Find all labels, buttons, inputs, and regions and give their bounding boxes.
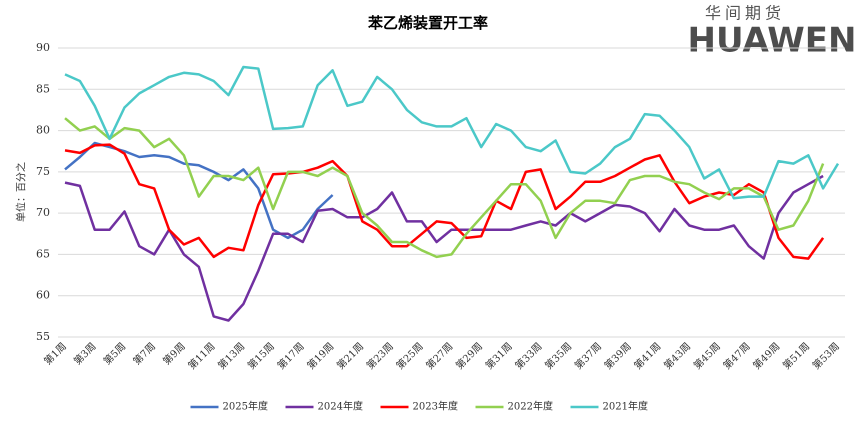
x-tick-label: 第31周 (483, 340, 515, 372)
series-line (64, 65, 840, 200)
x-tick-label: 第19周 (304, 340, 336, 372)
y-tick-label: 80 (36, 124, 50, 137)
y-tick-label: 75 (36, 165, 50, 178)
x-tick-label: 第3周 (71, 340, 99, 368)
legend-label: 2021年度 (603, 400, 648, 413)
x-tick-label: 第9周 (160, 340, 188, 368)
x-tick-label: 第51周 (780, 340, 812, 372)
x-tick-label: 第37周 (572, 340, 604, 372)
legend-label: 2022年度 (508, 400, 553, 413)
y-tick-label: 60 (36, 289, 50, 302)
series-line (64, 141, 334, 240)
series-line (64, 143, 825, 260)
logo-en: HUAWEN (688, 21, 855, 61)
x-tick-label: 第33周 (512, 340, 544, 372)
x-tick-label: 第21周 (334, 340, 366, 372)
x-tick-label: 第53周 (810, 340, 842, 372)
y-axis-label: 单位：百分之 (15, 162, 28, 222)
x-tick-label: 第39周 (601, 340, 633, 372)
x-tick-label: 第45周 (691, 340, 723, 372)
x-tick-label: 第13周 (215, 340, 247, 372)
series-line (64, 174, 824, 322)
x-tick-label: 第27周 (423, 340, 455, 372)
x-tick-label: 第17周 (274, 340, 306, 372)
y-tick-label: 55 (36, 330, 50, 343)
x-tick-label: 第7周 (130, 340, 158, 368)
x-tick-label: 第47周 (720, 340, 752, 372)
x-tick-label: 第1周 (41, 340, 69, 368)
x-tick-label: 第15周 (245, 340, 277, 372)
logo-cn: 华间期货 (705, 4, 785, 23)
x-tick-label: 第49周 (750, 340, 782, 372)
y-tick-label: 85 (36, 82, 50, 95)
y-tick-label: 70 (36, 206, 50, 219)
x-tick-label: 第29周 (453, 340, 485, 372)
x-tick-label: 第25周 (393, 340, 425, 372)
x-tick-label: 第43周 (661, 340, 693, 372)
legend-label: 2023年度 (413, 400, 458, 413)
logo: 华间期货 HUAWEN (688, 4, 855, 61)
x-tick-label: 第41周 (631, 340, 663, 372)
x-tick-label: 第23周 (364, 340, 396, 372)
y-tick-label: 65 (36, 247, 50, 260)
x-tick-label: 第5周 (101, 340, 129, 368)
x-tick-label: 第35周 (542, 340, 574, 372)
chart-title: 苯乙烯装置开工率 (367, 14, 488, 32)
legend-label: 2024年度 (318, 400, 363, 413)
y-tick-label: 90 (36, 41, 50, 54)
x-tick-label: 第11周 (185, 340, 217, 372)
legend-label: 2025年度 (223, 400, 268, 413)
series-line (64, 117, 825, 259)
